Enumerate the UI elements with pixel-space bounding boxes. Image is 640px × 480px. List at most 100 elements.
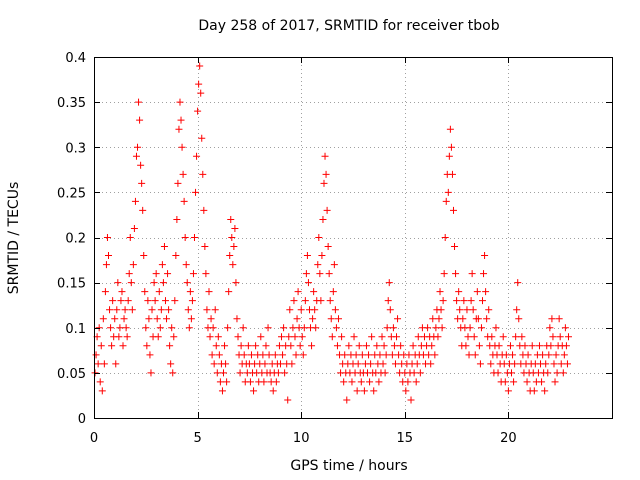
data-point bbox=[103, 234, 111, 241]
data-point bbox=[301, 297, 309, 305]
data-point bbox=[322, 170, 330, 178]
data-point bbox=[470, 333, 478, 341]
data-point bbox=[152, 270, 160, 278]
data-point bbox=[544, 369, 552, 377]
data-point bbox=[302, 270, 310, 278]
data-point bbox=[260, 378, 268, 386]
data-point bbox=[136, 116, 144, 124]
data-point bbox=[465, 351, 473, 359]
data-point bbox=[234, 333, 242, 341]
data-point bbox=[159, 279, 167, 287]
data-point bbox=[130, 224, 138, 232]
data-point bbox=[480, 270, 488, 278]
data-point bbox=[223, 378, 231, 386]
data-point bbox=[288, 360, 296, 368]
data-point bbox=[541, 387, 549, 395]
data-point bbox=[326, 297, 334, 305]
data-point bbox=[278, 333, 286, 341]
data-point bbox=[284, 396, 292, 404]
axis-ticks bbox=[94, 57, 612, 419]
data-point bbox=[124, 297, 132, 305]
data-point bbox=[182, 261, 190, 269]
data-point bbox=[366, 378, 374, 386]
y-tick-label: 0.25 bbox=[57, 186, 86, 201]
data-point bbox=[173, 215, 181, 223]
data-point bbox=[376, 351, 384, 359]
data-point bbox=[201, 243, 209, 251]
data-point bbox=[164, 270, 172, 278]
data-point bbox=[94, 360, 102, 368]
data-point bbox=[138, 179, 146, 187]
data-point bbox=[471, 351, 479, 359]
data-point bbox=[451, 243, 459, 251]
data-point bbox=[214, 333, 222, 341]
data-point bbox=[539, 351, 547, 359]
data-point bbox=[502, 351, 510, 359]
data-point bbox=[293, 315, 301, 323]
data-point bbox=[279, 351, 287, 359]
data-point bbox=[168, 324, 176, 332]
data-point bbox=[560, 351, 568, 359]
data-point bbox=[274, 369, 282, 377]
data-point bbox=[323, 206, 331, 214]
data-point bbox=[186, 288, 194, 296]
data-point bbox=[261, 360, 269, 368]
data-point bbox=[297, 306, 305, 314]
data-point bbox=[524, 351, 532, 359]
data-point bbox=[481, 252, 489, 260]
data-point bbox=[466, 324, 474, 332]
data-point bbox=[202, 270, 210, 278]
data-point bbox=[447, 143, 455, 151]
data-point bbox=[197, 89, 205, 97]
data-point bbox=[227, 215, 235, 223]
data-point bbox=[510, 378, 518, 386]
data-point bbox=[368, 333, 376, 341]
data-point bbox=[382, 351, 390, 359]
y-tick-label: 0.05 bbox=[57, 367, 86, 382]
data-point bbox=[131, 197, 139, 205]
data-point bbox=[314, 261, 322, 269]
data-point bbox=[176, 98, 184, 106]
data-point bbox=[479, 297, 486, 305]
data-point bbox=[239, 324, 247, 332]
data-point bbox=[444, 188, 452, 196]
data-point bbox=[518, 333, 526, 341]
data-point bbox=[315, 234, 323, 241]
data-point bbox=[290, 297, 298, 305]
data-point bbox=[407, 396, 415, 404]
y-tick-label: 0.15 bbox=[57, 277, 86, 292]
data-point bbox=[198, 134, 206, 142]
data-point bbox=[113, 306, 121, 314]
data-point bbox=[174, 179, 182, 187]
data-point bbox=[482, 288, 490, 296]
data-point bbox=[177, 116, 185, 124]
data-point bbox=[324, 243, 332, 251]
data-point bbox=[106, 306, 114, 314]
data-point bbox=[264, 324, 272, 332]
data-point bbox=[108, 342, 116, 350]
data-point bbox=[134, 143, 142, 151]
data-point bbox=[553, 369, 561, 377]
data-point bbox=[378, 333, 386, 341]
data-point bbox=[425, 351, 433, 359]
data-point bbox=[383, 324, 391, 332]
data-point bbox=[355, 342, 363, 350]
data-point bbox=[552, 351, 560, 359]
data-point bbox=[365, 351, 373, 359]
data-point bbox=[210, 360, 218, 368]
data-point bbox=[499, 333, 507, 341]
data-point bbox=[139, 206, 147, 214]
x-tick-label: 0 bbox=[90, 431, 98, 446]
data-point bbox=[96, 378, 104, 386]
data-point bbox=[379, 360, 387, 368]
data-point bbox=[495, 342, 503, 350]
data-point bbox=[257, 333, 265, 341]
data-point bbox=[126, 234, 134, 241]
data-point bbox=[116, 324, 124, 332]
data-point bbox=[442, 197, 450, 205]
y-tick-label: 0.4 bbox=[65, 51, 86, 66]
data-point bbox=[410, 369, 418, 377]
data-point bbox=[509, 351, 517, 359]
data-point bbox=[180, 197, 188, 205]
data-point bbox=[192, 188, 200, 196]
